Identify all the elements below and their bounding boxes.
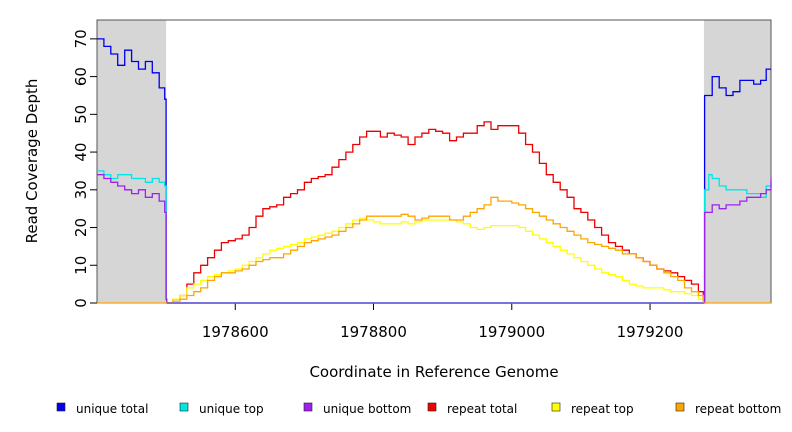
series-line-unique-bottom — [97, 174, 772, 304]
legend-label: unique total — [76, 402, 148, 416]
axes: 0 10 20 30 40 50 60 70 1978600 1978800 1979000 1979… — [72, 29, 683, 341]
y-tick-label: 70 — [72, 29, 90, 48]
flanking-region-1 — [97, 20, 167, 303]
legend-swatch — [179, 402, 189, 412]
y-tick-label: 0 — [72, 298, 90, 308]
legend-label: repeat total — [447, 402, 517, 416]
y-tick-label: 30 — [72, 180, 90, 199]
y-tick-label: 60 — [72, 67, 90, 86]
flanking-shading — [97, 20, 771, 303]
series-line-unique-total — [97, 38, 771, 304]
legend: unique total unique top unique bottom repea… — [56, 402, 781, 416]
legend-swatch — [303, 402, 313, 412]
x-tick-label: 1979200 — [617, 323, 684, 341]
y-tick-label: 50 — [72, 105, 90, 124]
legend-item: unique total — [56, 402, 148, 416]
legend-item: repeat top — [551, 402, 634, 416]
legend-item: unique bottom — [303, 402, 411, 416]
legend-label: repeat top — [571, 402, 634, 416]
x-axis-title: Coordinate in Reference Genome — [309, 363, 558, 381]
legend-label: unique top — [199, 402, 264, 416]
legend-swatch — [427, 402, 437, 412]
legend-label: unique bottom — [323, 402, 411, 416]
plot-frame — [96, 19, 772, 304]
y-tick-label: 40 — [72, 143, 90, 162]
legend-swatch — [551, 402, 561, 412]
x-tick-label: 1979000 — [478, 323, 545, 341]
series-line-repeat-bottom — [166, 196, 704, 304]
series-line-repeat-top — [166, 217, 704, 304]
series-layer — [97, 38, 772, 304]
y-tick-label: 10 — [72, 256, 90, 275]
legend-swatch — [675, 402, 685, 412]
series-line-unique-top — [97, 170, 772, 304]
legend-label: repeat bottom — [695, 402, 781, 416]
y-tick-label: 20 — [72, 218, 90, 237]
legend-item: repeat bottom — [675, 402, 781, 416]
y-axis-title: Read Coverage Depth — [23, 79, 41, 244]
legend-item: repeat total — [427, 402, 517, 416]
x-tick-label: 1978600 — [202, 323, 269, 341]
flanking-region-2 — [703, 20, 771, 303]
x-tick-label: 1978800 — [340, 323, 407, 341]
legend-item: unique top — [179, 402, 264, 416]
series-line-repeat-total — [166, 121, 704, 304]
legend-swatch — [56, 402, 66, 412]
